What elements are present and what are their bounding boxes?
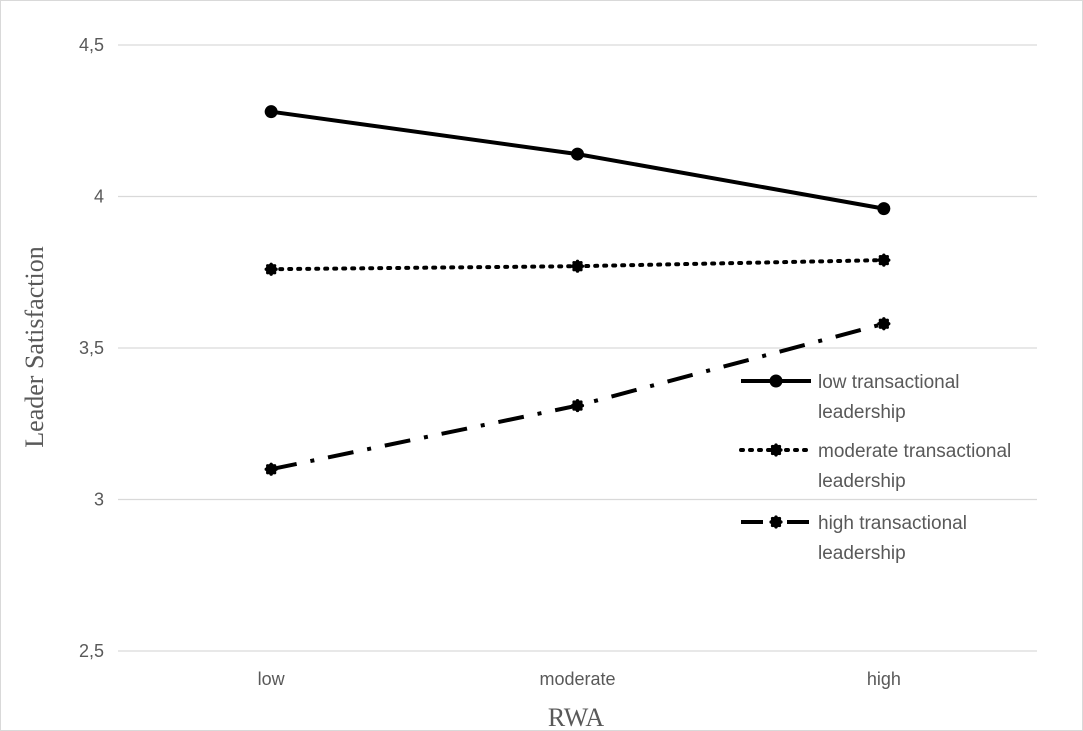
y-tick-label: 3 bbox=[94, 490, 104, 510]
series-lines bbox=[264, 105, 891, 476]
series-1 bbox=[264, 105, 891, 216]
legend-swatch-marker bbox=[769, 515, 783, 529]
legend-swatch-marker bbox=[769, 374, 783, 388]
data-point bbox=[264, 262, 278, 276]
y-axis-title: Leader Satisfaction bbox=[20, 246, 49, 447]
data-point bbox=[264, 462, 278, 476]
x-tick-label: high bbox=[867, 669, 901, 689]
y-tick-label: 4 bbox=[94, 187, 104, 207]
legend-label: leadership bbox=[818, 543, 906, 564]
series-3 bbox=[264, 317, 891, 476]
legend-label: high transactional bbox=[818, 513, 967, 534]
x-axis-title: RWA bbox=[548, 703, 605, 730]
x-tick-label: low bbox=[258, 669, 286, 689]
data-point bbox=[571, 147, 584, 161]
data-point bbox=[877, 253, 891, 267]
legend-item: high transactional leadership bbox=[741, 513, 967, 564]
data-point bbox=[570, 398, 585, 413]
series-line bbox=[270, 321, 885, 472]
x-axis-ticks: low moderate high bbox=[258, 669, 901, 689]
legend-label: leadership bbox=[818, 471, 906, 492]
legend-swatch-marker bbox=[769, 443, 783, 457]
y-tick-label: 2,5 bbox=[79, 641, 104, 661]
data-point bbox=[877, 317, 891, 331]
gridlines bbox=[118, 44, 1037, 652]
series-2 bbox=[264, 253, 891, 276]
y-tick-label: 4,5 bbox=[79, 35, 104, 55]
y-axis-ticks: 2,5 3 3,5 4 4,5 bbox=[79, 35, 104, 661]
x-tick-label: moderate bbox=[539, 669, 615, 689]
legend-item: moderate transactional leadership bbox=[739, 441, 1011, 492]
data-point bbox=[264, 105, 278, 119]
data-point bbox=[877, 202, 891, 216]
data-point bbox=[570, 259, 585, 273]
legend-item: low transactional leadership bbox=[741, 372, 960, 423]
y-tick-label: 3,5 bbox=[79, 338, 104, 358]
legend-label: leadership bbox=[818, 402, 906, 423]
legend-label: moderate transactional bbox=[818, 441, 1011, 462]
legend-label: low transactional bbox=[818, 372, 960, 393]
